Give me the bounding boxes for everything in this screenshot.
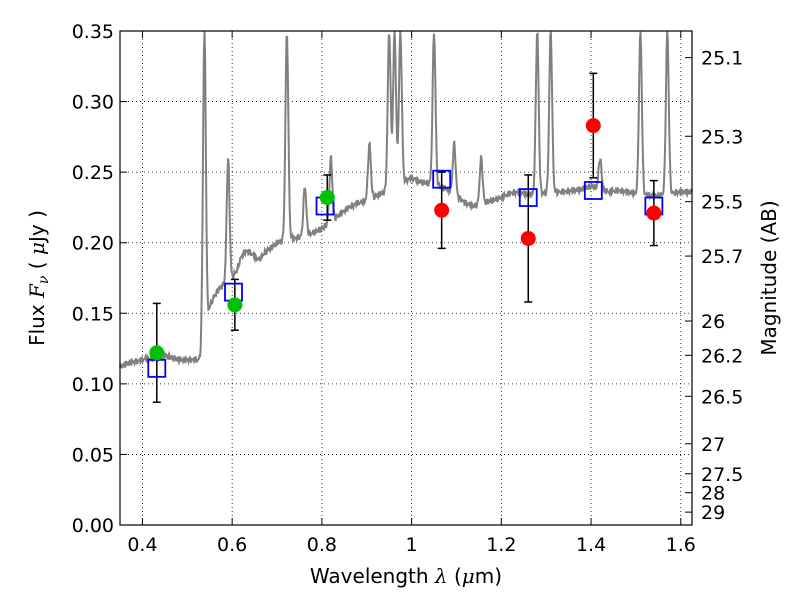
observed-nir-point	[646, 205, 662, 221]
plot-frame	[119, 30, 693, 526]
x-tick-label: 1.6	[666, 534, 696, 556]
y2-tick-label: 25.1	[701, 48, 743, 70]
y-axis-label: Flux Fν ( μJy )	[25, 210, 52, 346]
spectrum	[119, 30, 693, 370]
observed-optical-point	[319, 190, 335, 206]
x-tick-label: 0.8	[307, 534, 337, 556]
x-tick-label: 0.4	[127, 534, 157, 556]
y2-tick-label: 27.5	[701, 464, 743, 486]
y2-tick-label: 26	[701, 311, 725, 333]
observed-nir-point	[434, 202, 450, 218]
observed-fluxes	[149, 118, 662, 361]
spectrum-line	[119, 30, 693, 370]
observed-optical-point	[149, 345, 165, 361]
y2-tick-label: 27	[701, 434, 725, 456]
x-tick-label: 1.2	[486, 534, 516, 556]
y-tick-label: 0.10	[72, 374, 114, 396]
x-tick-label: 0.6	[217, 534, 247, 556]
x-tick-label: 1	[406, 534, 418, 556]
model-flux-box	[583, 181, 603, 200]
x-tick-label: 1.4	[576, 534, 606, 556]
y2-tick-label: 26.5	[701, 386, 743, 408]
error-bars	[152, 72, 658, 403]
y2-tick-label: 28	[701, 483, 725, 505]
y-tick-label: 0.35	[72, 21, 114, 43]
observed-optical-point	[227, 297, 243, 313]
observed-nir-point	[520, 230, 536, 246]
y-tick-label: 0.15	[72, 303, 114, 325]
y2-tick-label: 25.7	[701, 246, 743, 268]
y2-tick-label: 29	[701, 502, 725, 524]
y-tick-label: 0.05	[72, 444, 114, 466]
y-tick-label: 0.20	[72, 233, 114, 255]
y2-tick-label: 25.5	[701, 192, 743, 214]
model-flux-box	[432, 169, 452, 189]
x-axis-label: Wavelength λ (μm)	[310, 564, 502, 588]
y-tick-label: 0.30	[72, 92, 114, 114]
y2-tick-label: 25.3	[701, 126, 743, 148]
y2-tick-label: 26.2	[701, 345, 743, 367]
y2-axis-label: Magnitude (AB)	[757, 200, 781, 355]
ticks: 0.4 0.6 0.8 1 1.2 1.4 1.6 0.00 0.05 0.10 0.15 0.20 0…	[72, 21, 744, 556]
model-flux-box	[518, 188, 538, 207]
y-tick-label: 0.25	[72, 162, 114, 184]
observed-nir-point	[585, 118, 601, 134]
y-tick-label: 0.00	[72, 515, 114, 537]
